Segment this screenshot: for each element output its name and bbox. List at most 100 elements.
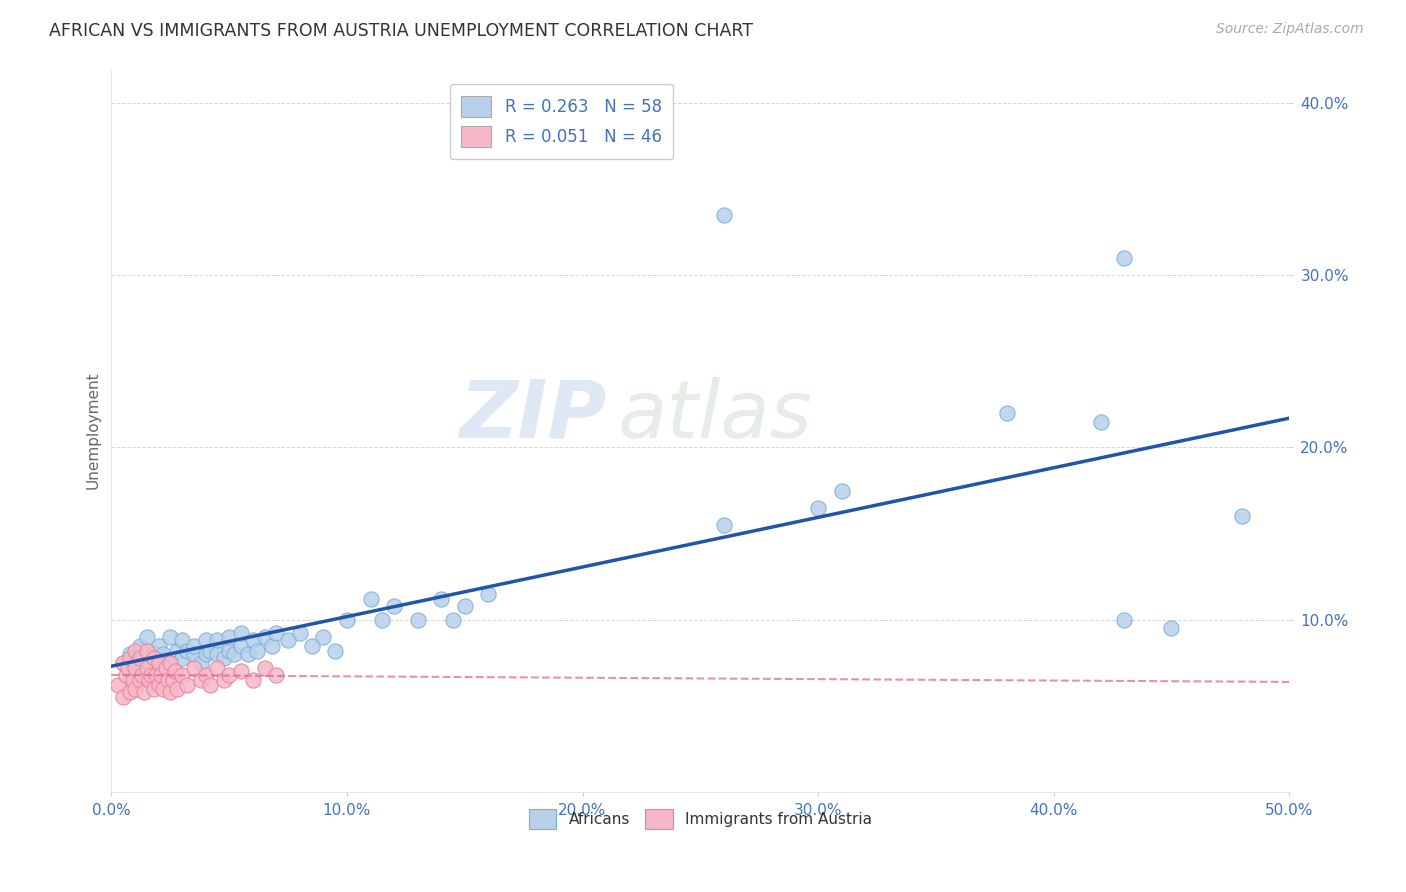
Point bbox=[148, 656, 170, 670]
Point bbox=[159, 630, 181, 644]
Point bbox=[166, 681, 188, 696]
Point bbox=[260, 639, 283, 653]
Point bbox=[253, 661, 276, 675]
Point bbox=[242, 673, 264, 687]
Point bbox=[124, 644, 146, 658]
Point bbox=[1114, 613, 1136, 627]
Point bbox=[112, 656, 135, 670]
Point bbox=[142, 647, 165, 661]
Point bbox=[190, 656, 212, 670]
Point bbox=[382, 599, 405, 613]
Point bbox=[207, 647, 229, 661]
Point bbox=[172, 650, 194, 665]
Point bbox=[107, 678, 129, 692]
Point bbox=[371, 613, 394, 627]
Point bbox=[441, 613, 464, 627]
Point bbox=[128, 639, 150, 653]
Y-axis label: Unemployment: Unemployment bbox=[86, 371, 100, 489]
Point bbox=[172, 668, 194, 682]
Point bbox=[477, 587, 499, 601]
Point bbox=[323, 644, 346, 658]
Point bbox=[194, 668, 217, 682]
Point bbox=[142, 681, 165, 696]
Point bbox=[277, 633, 299, 648]
Point bbox=[124, 665, 146, 679]
Point bbox=[138, 673, 160, 687]
Point bbox=[301, 639, 323, 653]
Point bbox=[172, 633, 194, 648]
Point bbox=[253, 630, 276, 644]
Point bbox=[190, 673, 212, 687]
Point bbox=[222, 647, 245, 661]
Point bbox=[120, 650, 142, 665]
Point bbox=[152, 647, 174, 661]
Point bbox=[183, 639, 205, 653]
Point bbox=[141, 668, 163, 682]
Point bbox=[148, 639, 170, 653]
Point bbox=[229, 639, 252, 653]
Point bbox=[218, 644, 240, 658]
Point bbox=[183, 661, 205, 675]
Point bbox=[135, 644, 157, 658]
Point bbox=[135, 630, 157, 644]
Point bbox=[134, 685, 156, 699]
Point bbox=[207, 661, 229, 675]
Point bbox=[214, 650, 236, 665]
Point bbox=[218, 668, 240, 682]
Point bbox=[1160, 621, 1182, 635]
Point bbox=[159, 685, 181, 699]
Point bbox=[128, 673, 150, 687]
Point bbox=[124, 661, 146, 675]
Point bbox=[148, 678, 170, 692]
Point bbox=[159, 656, 181, 670]
Point bbox=[159, 656, 181, 670]
Point bbox=[166, 644, 188, 658]
Point bbox=[176, 644, 198, 658]
Legend: Africans, Immigrants from Austria: Africans, Immigrants from Austria bbox=[523, 803, 877, 835]
Point bbox=[155, 661, 177, 675]
Point bbox=[266, 668, 288, 682]
Point bbox=[1230, 509, 1253, 524]
Point bbox=[163, 665, 186, 679]
Point bbox=[152, 681, 174, 696]
Point bbox=[194, 633, 217, 648]
Text: Source: ZipAtlas.com: Source: ZipAtlas.com bbox=[1216, 22, 1364, 37]
Point bbox=[312, 630, 335, 644]
Point bbox=[117, 661, 139, 675]
Point bbox=[242, 633, 264, 648]
Point bbox=[214, 673, 236, 687]
Point bbox=[135, 661, 157, 675]
Point bbox=[406, 613, 429, 627]
Point bbox=[1114, 251, 1136, 265]
Point bbox=[162, 673, 184, 687]
Point bbox=[236, 647, 259, 661]
Point bbox=[831, 483, 853, 498]
Point bbox=[266, 626, 288, 640]
Point bbox=[200, 678, 222, 692]
Point bbox=[200, 644, 222, 658]
Point bbox=[131, 668, 153, 682]
Point bbox=[176, 678, 198, 692]
Point bbox=[229, 665, 252, 679]
Point bbox=[246, 644, 269, 658]
Point bbox=[124, 681, 146, 696]
Point bbox=[713, 208, 735, 222]
Point bbox=[135, 656, 157, 670]
Point bbox=[713, 518, 735, 533]
Point bbox=[454, 599, 477, 613]
Point bbox=[128, 650, 150, 665]
Point bbox=[360, 592, 382, 607]
Point bbox=[229, 626, 252, 640]
Point bbox=[807, 500, 830, 515]
Text: ZIP: ZIP bbox=[458, 376, 606, 455]
Point bbox=[156, 673, 179, 687]
Point bbox=[142, 650, 165, 665]
Point bbox=[995, 406, 1018, 420]
Point bbox=[207, 633, 229, 648]
Point bbox=[121, 673, 143, 687]
Text: atlas: atlas bbox=[617, 376, 813, 455]
Point bbox=[194, 647, 217, 661]
Point bbox=[288, 626, 311, 640]
Point bbox=[218, 630, 240, 644]
Point bbox=[120, 685, 142, 699]
